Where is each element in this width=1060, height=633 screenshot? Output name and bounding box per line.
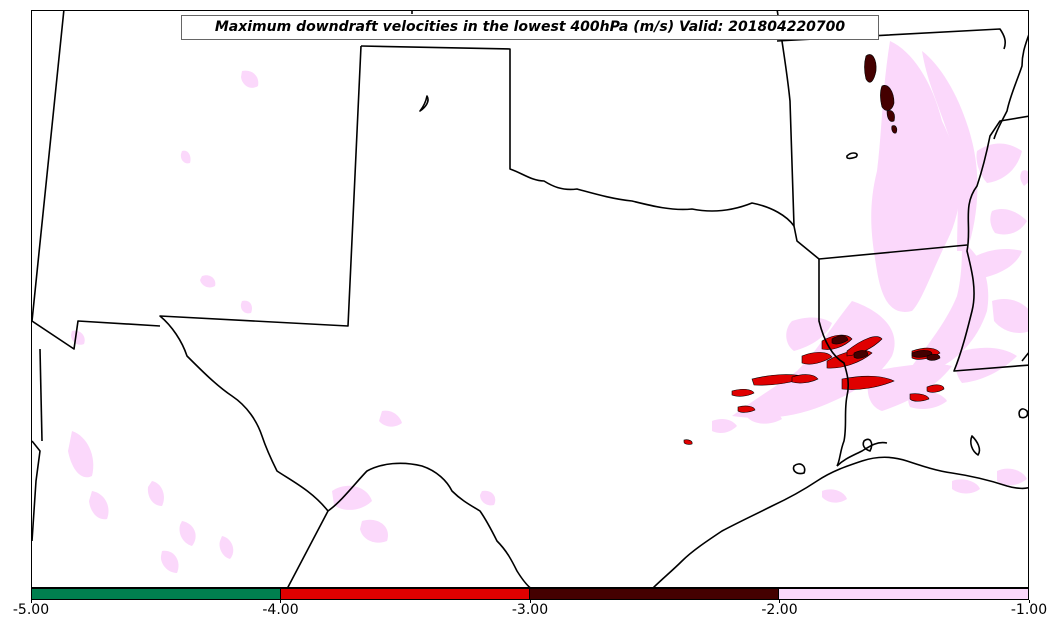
colorbar-bin-3 [779,589,1028,599]
state-borders [32,11,1028,587]
colorbar-tick-label: -3.00 [511,602,549,618]
colorbar-tick-mark [30,600,32,603]
colorbar-tick-mark [779,600,780,603]
map-frame [31,10,1029,588]
colorbar-tick-label: -4.00 [262,602,299,618]
colorbar-tick-mark [1028,600,1030,603]
colorbar-tick-label: -5.00 [12,602,50,618]
colorbar-tick-label: -1.00 [1010,602,1048,618]
colorbar-bin-0 [32,589,281,599]
field-dark [831,54,941,361]
colorbar-bin-1 [281,589,530,599]
map-canvas [32,11,1028,587]
colorbar-tick-label: -2.00 [761,602,798,618]
colorbar [31,588,1029,600]
map-title: Maximum downdraft velocities in the lowe… [181,15,879,40]
colorbar-tick-mark [280,600,281,603]
colorbar-bin-2 [530,589,779,599]
colorbar-tick-mark [529,600,531,603]
field-light [68,41,1028,573]
